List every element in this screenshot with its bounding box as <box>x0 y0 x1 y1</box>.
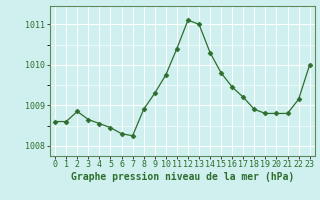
X-axis label: Graphe pression niveau de la mer (hPa): Graphe pression niveau de la mer (hPa) <box>71 172 294 182</box>
